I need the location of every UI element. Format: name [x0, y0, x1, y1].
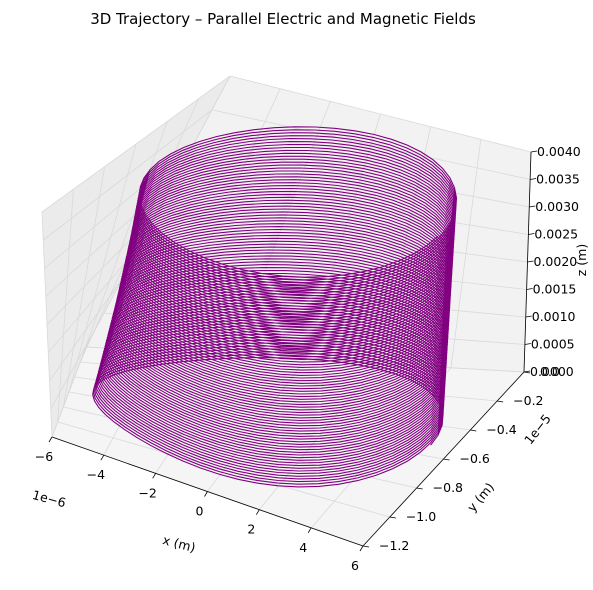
- y-tick-mark: [389, 516, 396, 519]
- z-tick-label: 0.0000: [530, 364, 574, 379]
- z-gridline-back: [175, 177, 529, 235]
- z-tick-label: 0.0020: [534, 254, 578, 269]
- y-tick-label: −0.2: [513, 393, 543, 408]
- x-tick-mark: [255, 509, 260, 515]
- y-tick-label: −1.0: [406, 509, 436, 524]
- z-gridline-side: [43, 109, 213, 241]
- z-tick-label: 0.0025: [534, 227, 578, 242]
- z-tick-mark: [530, 178, 537, 180]
- x-tick-label: 4: [299, 540, 307, 555]
- z-gridline-back: [211, 109, 531, 180]
- x-tick-label: −4: [87, 467, 105, 482]
- z-tick-label: 0.0035: [536, 172, 580, 187]
- z-tick-label: 0.0030: [535, 199, 579, 214]
- x-tick-label: −2: [138, 485, 156, 500]
- x-tick-label: 0: [196, 504, 204, 519]
- z-tick-label: 0.0015: [533, 282, 577, 297]
- z-gridline-back: [193, 143, 530, 208]
- z-gridline-back: [229, 75, 532, 153]
- z-tick-mark: [529, 205, 536, 208]
- y-axis-label: y (m): [464, 480, 497, 515]
- trajectory-line: [92, 126, 458, 488]
- x-axis-ticks: −6 −4 −2 0 2 4 6: [35, 436, 364, 573]
- x-tick-mark: [48, 436, 53, 443]
- z-gridline-side: [51, 346, 87, 438]
- z-gridline-side: [41, 75, 231, 213]
- z-tick-mark: [524, 343, 531, 345]
- z-gridline-side: [50, 312, 105, 410]
- z-tick-mark: [527, 260, 534, 263]
- z-tick-label: 0.0010: [532, 309, 576, 324]
- z-gridline-side: [49, 279, 123, 381]
- z-tick-mark: [523, 370, 531, 373]
- y-axis-offset-text: 1e−5: [521, 411, 554, 447]
- y-tick-mark: [416, 487, 423, 490]
- z-tick-label: 0.0040: [537, 144, 581, 159]
- y-tick-mark: [470, 429, 477, 432]
- z-tick-mark: [525, 315, 532, 318]
- x-tick-mark: [204, 491, 208, 497]
- x-tick-mark: [359, 545, 364, 552]
- z-tick-mark: [528, 233, 535, 235]
- x-tick-mark: [307, 527, 312, 534]
- y-tick-mark: [497, 400, 504, 403]
- pane-left: [42, 76, 230, 437]
- y-tick-label: −0.6: [460, 451, 490, 466]
- y-tick-label: −0.8: [433, 480, 463, 495]
- z-tick-mark: [530, 150, 538, 153]
- y-axis-ticks: 0.0 −0.2 −0.4 −0.6 −0.8 −1.0 −1.2: [362, 364, 560, 553]
- series-layer: [92, 126, 458, 488]
- z-tick-mark: [526, 288, 533, 290]
- y-tick-label: −1.2: [379, 538, 409, 553]
- y-tick-mark: [362, 545, 370, 548]
- x-tick-mark: [100, 454, 105, 461]
- z-tick-label: 0.0005: [531, 337, 575, 352]
- x-tick-label: 6: [351, 558, 359, 573]
- x-tick-mark: [152, 473, 157, 479]
- z-axis-ticks: 0.00000.00050.00100.00150.00200.00250.00…: [523, 144, 581, 379]
- y-tick-label: 0.0: [540, 364, 560, 379]
- chart-title: 3D Trajectory – Parallel Electric and Ma…: [90, 10, 476, 28]
- z-gridline-back: [139, 244, 527, 290]
- x-axis-offset-text: 1e−6: [31, 487, 68, 510]
- x-tick-label: −6: [35, 449, 53, 464]
- z-axis-label: z (m): [574, 244, 589, 276]
- x-tick-label: 2: [247, 522, 255, 537]
- x-axis-label: x (m): [161, 532, 197, 555]
- y-tick-label: −0.4: [486, 422, 516, 437]
- y-tick-mark: [443, 458, 450, 461]
